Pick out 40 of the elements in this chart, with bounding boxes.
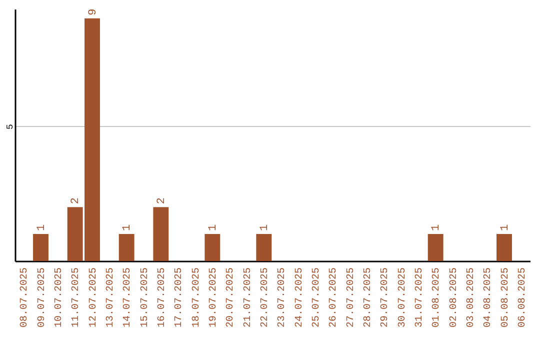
x-tick-label: 17.07.2025 <box>174 268 186 328</box>
x-tick-label: 30.07.2025 <box>397 268 408 328</box>
x-tick-label: 19.07.2025 <box>208 268 220 328</box>
x-tick-label: 27.07.2025 <box>346 268 357 328</box>
x-tick-label: 12.07.2025 <box>88 268 100 328</box>
data-label: 2 <box>70 197 82 204</box>
x-tick-label: 06.08.2025 <box>517 268 528 328</box>
data-label: 1 <box>499 224 512 232</box>
x-tick-label: 01.08.2025 <box>432 268 443 328</box>
x-tick-label: 13.07.2025 <box>105 268 116 328</box>
x-tick-label: 29.07.2025 <box>380 268 392 328</box>
x-tick-label: 21.07.2025 <box>242 268 254 328</box>
x-tick-label: 20.07.2025 <box>226 268 237 328</box>
x-tick-label: 10.07.2025 <box>54 268 65 328</box>
x-tick-label: 31.07.2025 <box>414 268 426 328</box>
x-tick-label: 16.07.2025 <box>156 268 168 328</box>
x-tick-label: 26.07.2025 <box>328 268 340 328</box>
x-tick-label: 22.07.2025 <box>260 268 271 328</box>
x-tick-label: 14.07.2025 <box>122 268 134 328</box>
x-tick-label: 04.08.2025 <box>483 268 494 328</box>
data-label: 1 <box>430 224 443 232</box>
data-label: 1 <box>207 224 220 232</box>
data-label: 1 <box>122 224 134 232</box>
data-label: 9 <box>87 8 100 16</box>
x-tick-label: 02.08.2025 <box>448 268 460 328</box>
data-label: 2 <box>156 197 168 204</box>
x-tick-label: 28.07.2025 <box>362 268 374 328</box>
x-tick-label: 24.07.2025 <box>294 268 306 328</box>
x-tick-label: 15.07.2025 <box>140 268 151 328</box>
data-label: 1 <box>36 224 48 232</box>
y-tick-label: 5 <box>6 124 16 130</box>
x-tick-label: 23.07.2025 <box>277 268 288 328</box>
x-tick-label: 05.08.2025 <box>500 268 512 328</box>
x-tick-label: 18.07.2025 <box>191 268 202 328</box>
x-tick-label: 03.08.2025 <box>466 268 477 328</box>
x-tick-label: 11.07.2025 <box>71 268 82 328</box>
x-tick-label: 25.07.2025 <box>311 268 322 328</box>
data-label: 1 <box>258 224 271 232</box>
x-tick-label: 09.07.2025 <box>36 268 48 328</box>
x-tick-label: 08.07.2025 <box>20 268 31 328</box>
